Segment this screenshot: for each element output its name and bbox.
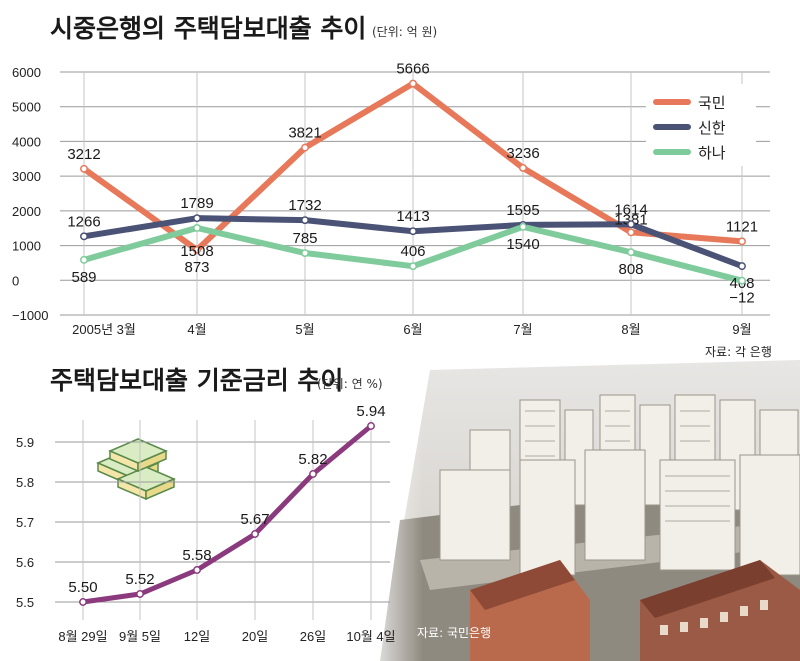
chart1-point — [627, 248, 635, 257]
chart1-point — [409, 227, 417, 236]
chart2-title: 주택담보대출 기준금리 추이 — [50, 366, 343, 395]
chart1-point — [193, 223, 201, 232]
chart1-data-label: 1508 — [180, 243, 213, 260]
chart2-data-label: 5.94 — [356, 403, 385, 420]
chart2-y-tick: 5.5 — [16, 595, 34, 610]
chart1-point — [627, 228, 635, 237]
chart1-data-label: 3212 — [67, 146, 100, 163]
chart1-data-label: −12 — [729, 290, 754, 307]
chart1-legend-label: 국민 — [698, 94, 726, 112]
city-photo — [360, 360, 800, 661]
chart1-data-label: 1540 — [506, 236, 539, 253]
chart2-y-tick: 5.6 — [16, 555, 34, 570]
chart2-point — [136, 590, 144, 598]
chart2-data-label: 5.50 — [68, 579, 97, 596]
chart1-data-label: 1266 — [67, 213, 100, 230]
chart1-data-label: 1381 — [614, 211, 647, 228]
chart1-plot: 6000 5000 4000 3000 2000 1000 0 −1000 2005년 3월 4월… — [12, 61, 770, 337]
chart1-source: 자료: 각 은행 — [705, 344, 772, 359]
chart1-data-label: 3236 — [506, 145, 539, 162]
chart2-source: 자료: 국민은행 — [417, 625, 491, 640]
chart1-point — [409, 262, 417, 271]
chart2-point — [193, 566, 201, 574]
chart1-title: 시중은행의 주택담보대출 추이 — [50, 14, 366, 43]
chart2-point — [251, 530, 259, 538]
chart1-point — [80, 255, 88, 264]
chart1-data-label: 1614 — [614, 201, 647, 218]
chart1-data-label: 1732 — [288, 197, 321, 214]
chart2-unit-note: (단위: 연 %) — [317, 377, 383, 391]
chart1-point — [301, 216, 309, 225]
chart1-y-tick: 3000 — [12, 169, 41, 184]
chart1-y-tick: −1000 — [12, 308, 49, 323]
chart1-x-tick: 9월 — [732, 322, 751, 337]
chart1-x-tick: 5월 — [295, 322, 314, 337]
chart1-x-tick: 7월 — [513, 322, 532, 337]
money-stack-icon — [96, 438, 176, 501]
chart1-y-tick: 1000 — [12, 239, 41, 254]
chart1-x-tick: 4월 — [187, 322, 206, 337]
chart1-y-tick: 0 — [12, 273, 19, 288]
chart1-data-label: 1413 — [396, 208, 429, 225]
chart1-point — [193, 246, 201, 254]
chart2-x-tick: 9월 5일 — [119, 629, 161, 644]
chart1-point — [738, 276, 746, 285]
chart1-data-label: 873 — [184, 259, 209, 276]
chart1-y-tick: 5000 — [12, 100, 41, 115]
chart1-legend-label: 신한 — [698, 119, 726, 137]
chart1-point — [627, 220, 635, 229]
chart1-data-label: 808 — [618, 261, 643, 278]
chart2-x-tick: 26일 — [300, 629, 326, 644]
chart1-y-tick: 4000 — [12, 134, 41, 149]
chart2-data-label: 5.58 — [182, 547, 211, 564]
chart2-data-label: 5.82 — [298, 451, 327, 468]
chart2-x-tick: 8월 29일 — [58, 629, 107, 644]
chart2-y-tick: 5.7 — [16, 515, 34, 530]
chart2-point — [79, 598, 87, 606]
chart1-point — [80, 232, 88, 241]
chart2-x-tick: 20일 — [242, 629, 268, 644]
chart1-data-label: 785 — [292, 230, 317, 247]
chart1-x-tick: 6월 — [403, 322, 422, 337]
chart2-x-tick: 10월 4일 — [346, 629, 395, 644]
chart1-point — [519, 222, 527, 231]
chart1-x-tick: 8월 — [621, 322, 640, 337]
chart1-data-label: 3821 — [288, 125, 321, 142]
chart2-data-label: 5.67 — [240, 511, 269, 528]
chart1-x-tick: 2005년 3월 — [72, 322, 136, 337]
chart2-x-tick: 12일 — [184, 629, 210, 644]
chart2-data-label: 5.52 — [125, 571, 154, 588]
chart1-point — [738, 237, 746, 246]
chart2-series-line — [80, 423, 374, 605]
chart2-point — [309, 470, 317, 478]
chart1-data-label: 1789 — [180, 195, 213, 212]
chart1-point — [409, 79, 417, 88]
chart2-plot: 5.9 5.8 5.7 5.6 5.5 8월 29일 9월 5일 12일 20일 26일 10월 4… — [16, 403, 396, 644]
chart1-data-label: 1595 — [506, 202, 539, 219]
chart1-point — [301, 249, 309, 257]
chart1-unit-note: (단위: 억 원) — [372, 25, 437, 39]
chart1-y-tick: 2000 — [12, 204, 41, 219]
chart1-legend-label: 하나 — [698, 144, 726, 162]
chart1-point — [301, 143, 309, 152]
chart2-point — [367, 422, 375, 430]
chart1-data-label: 5666 — [396, 61, 429, 78]
chart2-y-tick: 5.9 — [16, 435, 34, 450]
chart1-data-label: 589 — [71, 269, 96, 286]
chart1-point — [738, 262, 746, 271]
chart1-data-label: 406 — [400, 243, 425, 260]
chart2-y-tick: 5.8 — [16, 475, 34, 490]
chart1-point — [519, 164, 527, 172]
chart1-data-label: 1121 — [726, 218, 758, 235]
chart1-point — [193, 214, 201, 223]
chart1-y-tick: 6000 — [12, 65, 41, 80]
chart1-point — [80, 164, 88, 173]
